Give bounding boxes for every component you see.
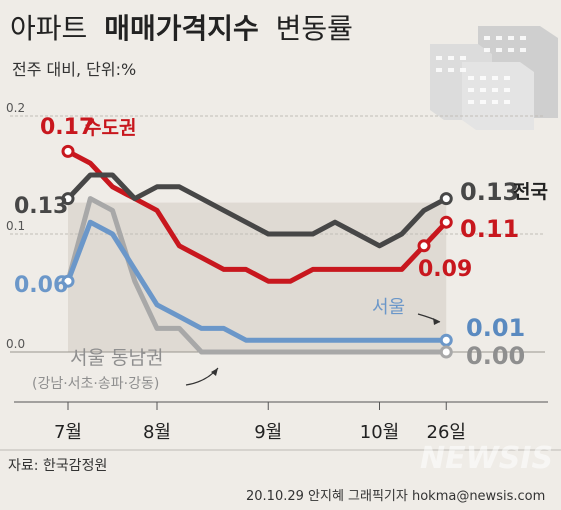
capital-series-name: 수도권	[84, 117, 136, 139]
title-bold: 매매가격지수	[104, 12, 259, 45]
capital-end-point	[439, 215, 453, 229]
source-note: 자료: 한국감정원	[8, 458, 107, 474]
newsis-watermark: NEWSIS	[420, 441, 553, 476]
southeast-series-name: 서울 동남권	[70, 347, 163, 369]
label-layer: 0.17수도권0.130.060.13전국0.110.09서울0.010.00서…	[14, 115, 548, 392]
southeast-callout-arrow	[185, 367, 219, 386]
y-tick-label: 0.2	[6, 101, 25, 115]
series-line-southeast	[65, 196, 449, 355]
x-tick-label: 26일	[427, 422, 466, 443]
apartment-buildings-icon	[430, 26, 558, 130]
seoul-end-value: 0.01	[466, 314, 525, 342]
x-tick-layer: 7월 8월 9월 10월 26일	[54, 402, 466, 443]
capital-start-point	[61, 144, 75, 158]
seoul-series-name: 서울	[372, 297, 405, 318]
series-line-national	[65, 172, 449, 249]
seoul-start-point	[61, 274, 75, 288]
national-end-point	[439, 192, 453, 206]
national-start-value: 0.13	[14, 194, 68, 219]
seoul-callout-arrow	[417, 313, 441, 325]
x-tick-label: 8월	[143, 422, 171, 443]
southeast-end-point	[439, 345, 453, 359]
seoul-end-point	[439, 333, 453, 347]
seoul-start-value: 0.06	[14, 273, 68, 298]
capital-start-value: 0.17	[40, 115, 94, 140]
title-tail: 변동률	[276, 12, 353, 45]
southeast-series-subname: (강남·서초·송파·강동)	[32, 376, 159, 392]
chart-title: 아파트 매매가격지수 변동률	[10, 12, 353, 45]
chart-subtitle: 전주 대비, 단위:%	[12, 60, 136, 79]
capital-end-value: 0.11	[460, 215, 519, 243]
national-series-name: 전국	[513, 181, 548, 203]
x-tick-label: 9월	[254, 422, 282, 443]
national-start-point	[61, 192, 75, 206]
y-tick-label: 0.1	[6, 219, 25, 233]
y-tick-label: 0.0	[6, 337, 25, 351]
series-line-seoul	[65, 219, 449, 343]
credit-line: 20.10.29 안지혜 그래픽기자 hokma@newsis.com	[246, 489, 545, 504]
southeast-end-value: 0.00	[466, 342, 525, 370]
capital-week16-value: 0.09	[418, 257, 472, 282]
national-end-value: 0.13	[460, 178, 519, 206]
x-tick-label: 7월	[54, 422, 82, 443]
series-layer	[65, 148, 449, 355]
title-light: 아파트	[10, 12, 87, 45]
capital-point-week16	[417, 239, 431, 253]
x-tick-label: 10월	[360, 422, 399, 443]
